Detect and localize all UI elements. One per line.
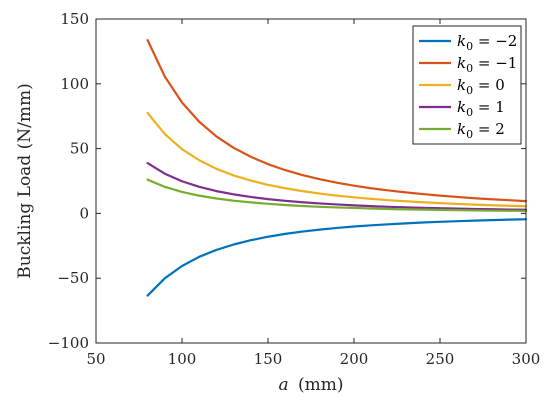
- ticks-layer: [95, 18, 527, 344]
- legend: k0 = −2k0 = −1k0 = 0k0 = 1k0 = 2: [412, 25, 522, 145]
- series-line-2: [146, 39, 528, 203]
- series-line-1: [146, 218, 528, 297]
- y-tick-label: −100: [48, 334, 89, 352]
- y-tick-label: −50: [57, 269, 89, 287]
- y-tick-label: 100: [60, 75, 89, 93]
- y-tick-label: 0: [79, 204, 89, 222]
- legend-label: k0 = 1: [457, 98, 505, 119]
- series-layer: [146, 39, 528, 297]
- x-tick-label: 150: [254, 350, 283, 368]
- x-axis-label-unit: (mm): [298, 375, 344, 395]
- y-tick-label: 150: [60, 10, 89, 28]
- axes-box: [95, 18, 527, 344]
- x-tick-label: 50: [86, 350, 105, 368]
- series-line-5: [146, 178, 528, 213]
- legend-items: k0 = −2k0 = −1k0 = 0k0 = 1k0 = 2: [419, 32, 517, 141]
- x-tick-label: 250: [426, 350, 455, 368]
- x-axis-label-variable: a: [278, 375, 288, 395]
- legend-label: k0 = −2: [457, 32, 517, 53]
- x-tick-label: 100: [168, 350, 197, 368]
- y-axis-label: Buckling Load (N/mm): [15, 83, 35, 278]
- x-tick-label: 300: [512, 350, 541, 368]
- series-line-3: [146, 111, 528, 208]
- series-line-4: [146, 162, 528, 211]
- x-tick-label: 200: [340, 350, 369, 368]
- x-axis-label: a (mm): [278, 375, 343, 395]
- legend-label: k0 = 2: [457, 120, 505, 141]
- tick-labels: 50 100 150 200 250 300 −100 −50 0 50 100 150: [48, 10, 541, 368]
- legend-label: k0 = 0: [457, 76, 505, 97]
- legend-label: k0 = −1: [457, 54, 517, 75]
- y-tick-label: 50: [70, 140, 89, 158]
